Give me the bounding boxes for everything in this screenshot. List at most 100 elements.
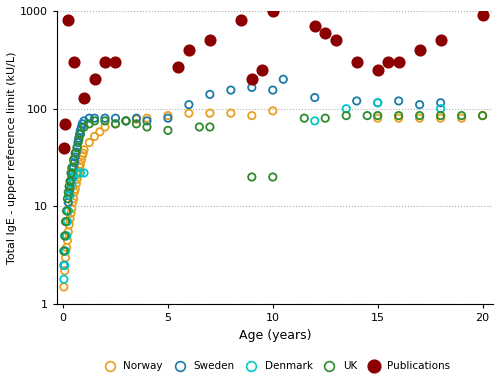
- Legend: Norway, Sweden, Denmark, UK, Publications: Norway, Sweden, Denmark, UK, Publication…: [96, 357, 454, 375]
- Point: [90, 76, 98, 82]
- Point: [164, 127, 172, 133]
- Point: [68, 170, 76, 176]
- Point: [76, 127, 84, 133]
- Point: [394, 98, 402, 104]
- Point: [76, 131, 84, 137]
- Point: [75, 137, 83, 143]
- Point: [76, 165, 84, 171]
- Point: [143, 124, 151, 130]
- Point: [342, 106, 350, 112]
- Point: [458, 115, 466, 121]
- Point: [394, 112, 402, 119]
- Point: [78, 152, 86, 159]
- Point: [65, 192, 73, 199]
- Point: [67, 170, 75, 176]
- Point: [363, 112, 371, 119]
- Point: [70, 196, 78, 202]
- Point: [86, 140, 94, 146]
- Point: [436, 37, 444, 44]
- Point: [206, 37, 214, 44]
- Point: [79, 150, 87, 156]
- Point: [71, 150, 79, 156]
- Point: [90, 115, 98, 121]
- Point: [374, 115, 382, 121]
- Point: [74, 172, 82, 178]
- Point: [374, 99, 382, 106]
- Point: [101, 59, 109, 65]
- Point: [352, 98, 360, 104]
- Point: [416, 47, 424, 53]
- Point: [80, 124, 88, 130]
- Y-axis label: Total IgE - upper reference limit (kU/L): Total IgE - upper reference limit (kU/L): [7, 51, 17, 264]
- Point: [73, 144, 81, 151]
- Point: [76, 131, 84, 137]
- Point: [62, 218, 70, 225]
- Point: [60, 262, 68, 268]
- Point: [68, 165, 76, 171]
- Point: [62, 218, 70, 225]
- Point: [60, 144, 68, 151]
- Point: [101, 115, 109, 121]
- Point: [132, 121, 140, 127]
- Point: [164, 112, 172, 119]
- Point: [321, 30, 329, 36]
- Point: [458, 112, 466, 119]
- Point: [80, 170, 88, 176]
- Point: [67, 210, 75, 216]
- Point: [68, 181, 76, 187]
- Point: [64, 199, 72, 206]
- Point: [374, 112, 382, 119]
- Point: [70, 59, 78, 65]
- Point: [101, 124, 109, 130]
- Point: [416, 115, 424, 121]
- Point: [227, 87, 235, 93]
- Point: [227, 110, 235, 116]
- Point: [436, 99, 444, 106]
- Point: [71, 154, 79, 160]
- Point: [185, 47, 193, 53]
- Point: [78, 121, 86, 127]
- Point: [64, 17, 72, 23]
- Point: [80, 118, 88, 124]
- Point: [60, 284, 68, 290]
- Point: [101, 118, 109, 124]
- Point: [70, 165, 78, 171]
- Point: [248, 112, 256, 119]
- Point: [64, 189, 72, 195]
- Point: [478, 12, 486, 19]
- Point: [66, 186, 74, 192]
- Point: [62, 254, 70, 261]
- Point: [72, 149, 80, 155]
- Point: [68, 199, 76, 206]
- Point: [112, 121, 120, 127]
- Point: [416, 112, 424, 119]
- Point: [73, 144, 81, 151]
- Point: [164, 115, 172, 121]
- Point: [67, 178, 75, 184]
- Point: [70, 174, 78, 180]
- Point: [71, 186, 79, 192]
- Point: [64, 237, 72, 243]
- Point: [132, 115, 140, 121]
- Point: [185, 101, 193, 108]
- Point: [352, 59, 360, 65]
- Point: [86, 115, 94, 121]
- Point: [394, 115, 402, 121]
- Point: [76, 161, 84, 167]
- Point: [64, 218, 72, 225]
- Point: [174, 64, 182, 70]
- Point: [62, 233, 70, 239]
- Point: [206, 91, 214, 98]
- Point: [248, 84, 256, 90]
- Point: [269, 87, 277, 93]
- Point: [342, 112, 350, 119]
- Point: [75, 168, 83, 174]
- Point: [478, 112, 486, 119]
- Point: [300, 115, 308, 121]
- Point: [60, 121, 68, 127]
- Point: [68, 206, 76, 212]
- Point: [374, 99, 382, 106]
- Point: [478, 112, 486, 119]
- Point: [60, 268, 68, 274]
- Point: [436, 106, 444, 112]
